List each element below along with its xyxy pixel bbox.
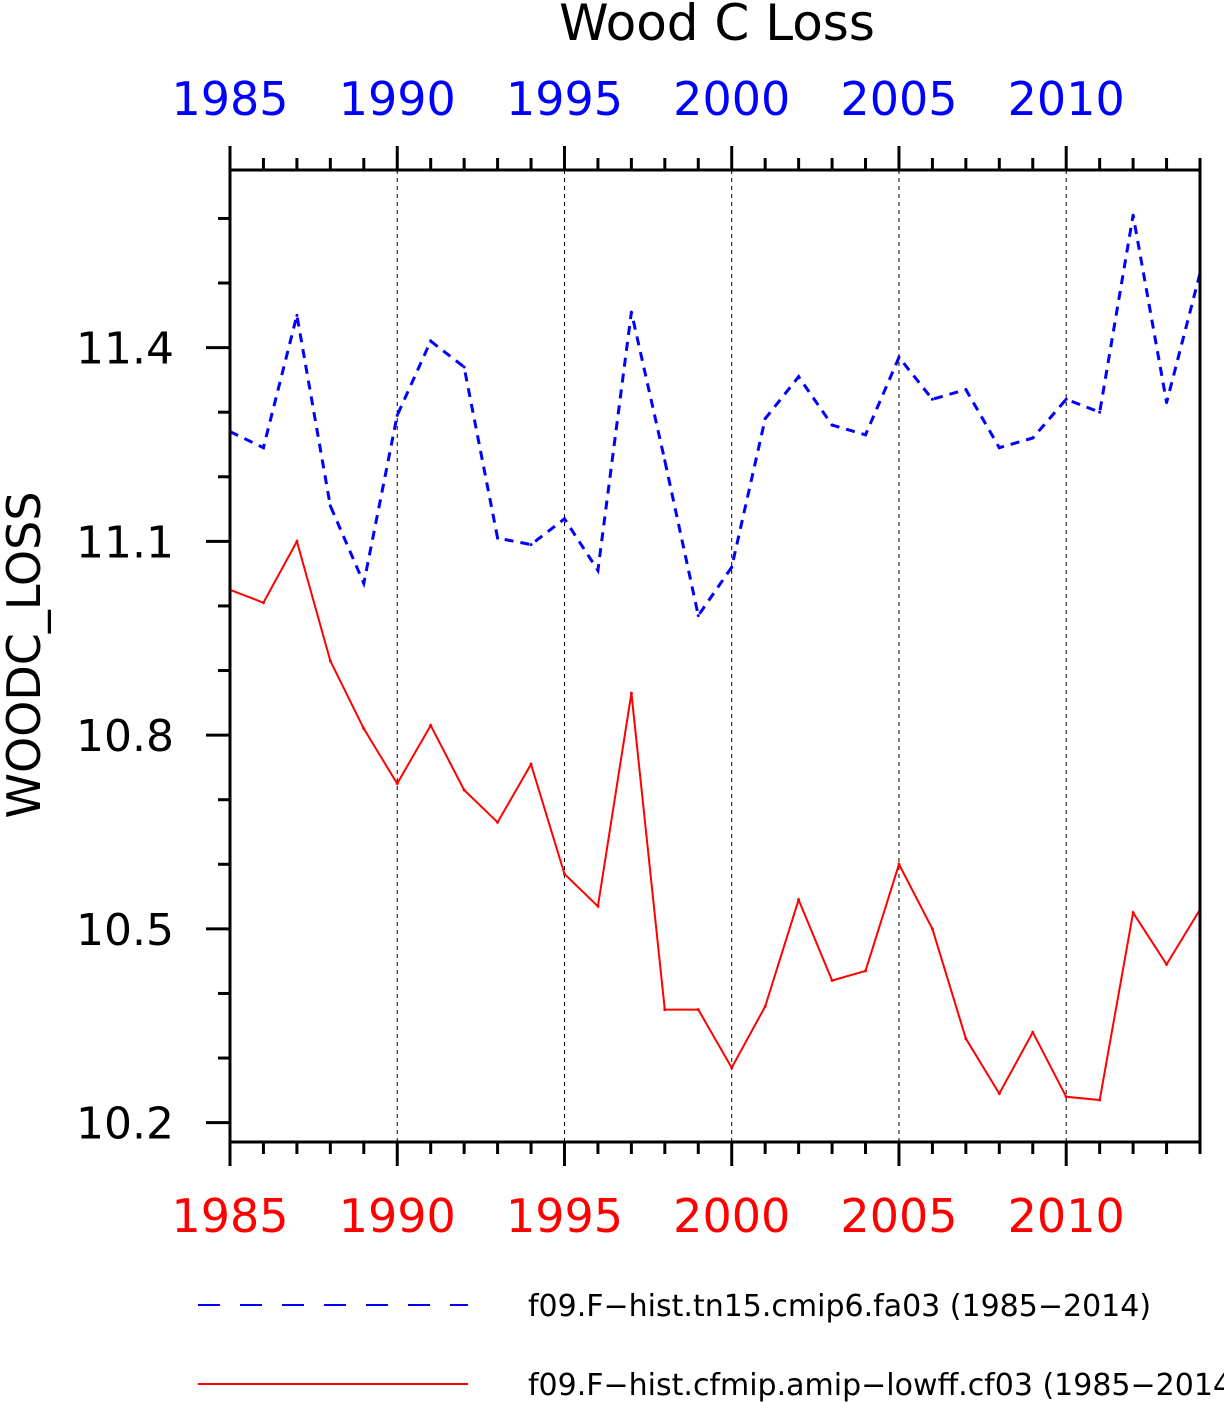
data-point bbox=[897, 862, 901, 866]
data-point bbox=[295, 313, 299, 317]
x-tick-label-top: 2010 bbox=[1008, 72, 1125, 126]
data-point bbox=[261, 446, 265, 450]
y-tick-label: 10.5 bbox=[76, 905, 174, 956]
data-point bbox=[663, 459, 667, 463]
data-point bbox=[997, 446, 1001, 450]
data-point bbox=[730, 1066, 734, 1070]
data-point bbox=[830, 979, 834, 983]
data-point bbox=[1064, 1095, 1068, 1099]
data-point bbox=[830, 423, 834, 427]
data-point bbox=[1165, 962, 1169, 966]
data-point bbox=[930, 927, 934, 931]
y-tick-label: 10.8 bbox=[76, 711, 174, 762]
data-point bbox=[1165, 401, 1169, 405]
data-point bbox=[362, 727, 366, 731]
data-point bbox=[930, 397, 934, 401]
data-point bbox=[462, 788, 466, 792]
data-point bbox=[730, 565, 734, 569]
data-point bbox=[763, 417, 767, 421]
data-point bbox=[596, 904, 600, 908]
data-point bbox=[696, 1008, 700, 1012]
data-point bbox=[1031, 1030, 1035, 1034]
x-tick-label-bottom: 1985 bbox=[171, 1189, 288, 1243]
data-point bbox=[562, 517, 566, 521]
series-line-1 bbox=[229, 538, 1201, 1102]
x-tick-label-bottom: 2010 bbox=[1008, 1189, 1125, 1243]
tick-labels: 1985 1985 1990 1990 1995 1995 2000 2000 2005 2005… bbox=[76, 72, 1125, 1243]
x-tick-label-bottom: 2005 bbox=[840, 1189, 957, 1243]
x-tick-label-top: 1990 bbox=[339, 72, 456, 126]
x-tick-label-top: 2000 bbox=[673, 72, 790, 126]
data-point bbox=[629, 691, 633, 695]
grid bbox=[396, 170, 1067, 1142]
chart-title: Wood C Loss bbox=[559, 0, 875, 52]
data-point bbox=[395, 413, 399, 417]
y-tick-label: 11.1 bbox=[76, 517, 174, 568]
x-tick-label-top: 1985 bbox=[171, 72, 288, 126]
data-point bbox=[429, 723, 433, 727]
data-point bbox=[897, 355, 901, 359]
y-axis-label: WOODC_LOSS bbox=[0, 491, 51, 818]
data-point bbox=[529, 543, 533, 547]
legend-label-1: f09.F−hist.cfmip.amip−lowff.cf03 (1985−2… bbox=[528, 1368, 1224, 1402]
x-tick-label-bottom: 1995 bbox=[506, 1189, 623, 1243]
data-point bbox=[1031, 436, 1035, 440]
data-point bbox=[496, 820, 500, 824]
x-tick-label-bottom: 2000 bbox=[673, 1189, 790, 1243]
data-point bbox=[596, 568, 600, 572]
y-tick-label: 11.4 bbox=[76, 324, 174, 375]
data-point bbox=[328, 659, 332, 663]
data-point bbox=[663, 1008, 667, 1012]
data-point bbox=[997, 1092, 1001, 1096]
series-line-0 bbox=[229, 214, 1202, 620]
data-point bbox=[797, 375, 801, 379]
data-point bbox=[696, 614, 700, 618]
data-point bbox=[462, 365, 466, 369]
y-tick-label: 10.2 bbox=[76, 1099, 174, 1150]
x-tick-label-top: 1995 bbox=[506, 72, 623, 126]
data-point bbox=[964, 1037, 968, 1041]
data-point bbox=[797, 898, 801, 902]
data-point bbox=[395, 782, 399, 786]
data-point bbox=[1131, 213, 1135, 217]
legend-label-0: f09.F−hist.tn15.cmip6.fa03 (1985−2014) bbox=[528, 1289, 1151, 1324]
data-point bbox=[328, 504, 332, 508]
data-point bbox=[562, 872, 566, 876]
x-tick-label-bottom: 1990 bbox=[339, 1189, 456, 1243]
data-point bbox=[529, 762, 533, 766]
data-point bbox=[362, 581, 366, 585]
data-point bbox=[864, 433, 868, 437]
x-tick-label-top: 2005 bbox=[840, 72, 957, 126]
series-layer bbox=[228, 213, 1202, 1102]
data-point bbox=[1098, 1098, 1102, 1102]
data-point bbox=[629, 310, 633, 314]
plot-frame bbox=[228, 168, 1202, 1144]
data-point bbox=[429, 339, 433, 343]
data-point bbox=[763, 1004, 767, 1008]
data-point bbox=[295, 539, 299, 543]
data-point bbox=[1098, 410, 1102, 414]
data-point bbox=[1064, 397, 1068, 401]
data-point bbox=[1131, 911, 1135, 915]
legend: f09.F−hist.tn15.cmip6.fa03 (1985−2014) f0… bbox=[198, 1289, 1224, 1402]
data-point bbox=[964, 388, 968, 392]
ticks bbox=[206, 146, 1202, 1166]
data-point bbox=[864, 969, 868, 973]
data-point bbox=[261, 601, 265, 605]
data-point bbox=[496, 536, 500, 540]
